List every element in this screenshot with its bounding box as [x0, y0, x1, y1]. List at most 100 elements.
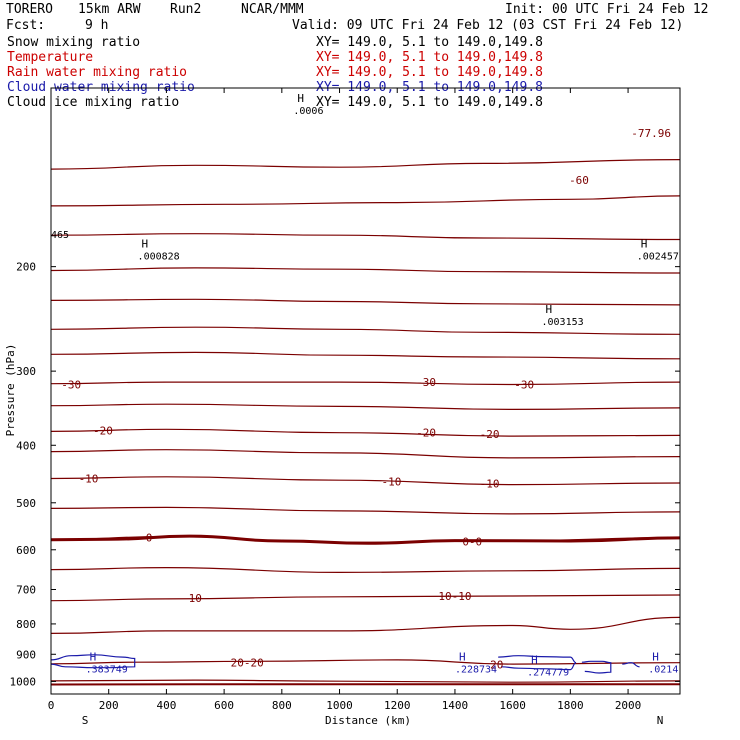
x-tick-label: 1000: [326, 699, 353, 712]
x-tick-label: 1600: [499, 699, 526, 712]
maximum-symbol: H: [641, 237, 648, 250]
isotherm-line: [50, 679, 681, 683]
contour-label: 20: [490, 658, 503, 671]
contour-label: -10: [382, 475, 402, 488]
y-axis-label: Pressure (hPa): [4, 344, 17, 437]
isotherm-line: [50, 566, 681, 574]
cloud-water-contours: [50, 654, 640, 674]
maxima-labels: H.000828H.0006H.003153H.002457465H.38374…: [51, 92, 679, 679]
legend-xy-0: XY= 149.0, 5.1 to 149.0,149.8: [316, 35, 543, 50]
fcst-label: Fcst:: [6, 18, 45, 33]
init-time: Init: 00 UTC Fri 24 Feb 12: [505, 2, 709, 17]
cloud-water-contour: [581, 660, 612, 674]
isotherm-line: [50, 298, 681, 306]
x-tick-label: 200: [99, 699, 119, 712]
isotherm-line: [50, 594, 681, 602]
maximum-value: .228734: [455, 664, 497, 675]
valid-time: Valid: 09 UTC Fri 24 Feb 12 (03 CST Fri …: [292, 18, 683, 33]
isotherm-line: [50, 506, 681, 515]
x-tick-label: 1800: [557, 699, 584, 712]
isotherm-line: [50, 476, 681, 486]
contour-label: -20: [416, 427, 436, 440]
maximum-value: .0214: [648, 664, 678, 675]
isotherm-line: [50, 403, 681, 411]
maximum-value: .002457: [637, 251, 679, 262]
y-tick-label: 400: [16, 439, 36, 452]
isotherm-line: [50, 267, 681, 274]
temperature-isotherms: [50, 159, 681, 686]
contour-label: 0: [146, 531, 153, 544]
y-tick-label: 1000: [10, 675, 37, 688]
contour-label: -10: [480, 478, 500, 491]
maximum-value: .0006: [293, 106, 323, 117]
x-tick-label: 2000: [615, 699, 642, 712]
isotherm-line: [50, 326, 681, 335]
contour-label: -30: [416, 376, 436, 389]
contour-label: 20-20: [231, 656, 264, 669]
contour-label: -77.96: [631, 127, 671, 140]
legend: Snow mixing ratio XY= 149.0, 5.1 to 149.…: [7, 35, 543, 110]
y-tick-label: 800: [16, 618, 36, 631]
y-tick-label: 700: [16, 584, 36, 597]
maximum-symbol: H: [459, 650, 466, 663]
contour-label: -10: [79, 472, 99, 485]
legend-name-1: Temperature: [7, 50, 93, 65]
contour-label: 10-10: [438, 590, 471, 603]
x-tick-label: 800: [272, 699, 292, 712]
contour-label: -20: [93, 425, 113, 438]
maximum-value: .274779: [527, 668, 569, 679]
cloud-water-contour: [498, 655, 577, 671]
maximum-value: .003153: [542, 317, 584, 328]
zero-isotherm-line: [50, 534, 681, 545]
run-label: Run2: [170, 2, 201, 17]
x-tick-label: 1400: [442, 699, 469, 712]
legend-xy-4: XY= 149.0, 5.1 to 149.0,149.8: [316, 95, 543, 110]
y-tick-label: 500: [16, 497, 36, 510]
contour-label: -60: [569, 174, 589, 187]
endpoint-north: N: [657, 714, 664, 727]
maximum-value: .000828: [138, 251, 180, 262]
legend-name-2: Rain water mixing ratio: [7, 65, 187, 80]
x-tick-label: 1200: [384, 699, 411, 712]
isotherm-line: [50, 616, 681, 634]
legend-name-4: Cloud ice mixing ratio: [7, 95, 179, 110]
plot-frame: [50, 87, 681, 695]
maximum-value: 465: [51, 230, 69, 241]
isotherm-line: [50, 233, 681, 241]
legend-name-0: Snow mixing ratio: [7, 35, 140, 50]
isotherm-line: [50, 659, 681, 665]
maximum-symbol: H: [546, 303, 553, 316]
maximum-value: .383749: [86, 664, 128, 675]
x-axis-label: Distance (km): [325, 714, 411, 727]
y-tick-label: 600: [16, 544, 36, 557]
model-name: TORERO: [6, 2, 53, 17]
endpoint-south: S: [82, 714, 89, 727]
y-tick-label: 200: [16, 261, 36, 274]
x-tick-label: 0: [48, 699, 55, 712]
model-resolution: 15km ARW: [78, 2, 141, 17]
x-tick-label: 600: [214, 699, 234, 712]
contour-label: -30: [61, 379, 81, 392]
contour-labels: -77.96 -60 -30 -30 -30 -20 -20 -20 -10 -10 -10 0 0-0…: [61, 127, 671, 672]
cloud-water-contour: [50, 654, 136, 669]
contour-label: 10: [189, 592, 202, 605]
legend-xy-1: XY= 149.0, 5.1 to 149.0,149.8: [316, 50, 543, 65]
isotherm-line: [50, 195, 681, 207]
maximum-symbol: H: [90, 650, 97, 663]
contour-label: -20: [480, 428, 500, 441]
cloud-water-contour: [622, 662, 640, 668]
isotherm-line: [50, 351, 681, 360]
header: TORERO 15km ARW Run2 NCAR/MMM Init: 00 U…: [6, 2, 709, 33]
isotherm-line: [50, 428, 681, 437]
y-tick-label: 900: [16, 648, 36, 661]
isotherm-line: [50, 381, 681, 386]
x-axis: 0 200 400 600 800 1000 1200 1400 1600 1800 2000: [48, 88, 642, 712]
maximum-symbol: H: [531, 654, 538, 667]
org-label: NCAR/MMM: [241, 2, 304, 17]
maximum-symbol: H: [652, 650, 659, 663]
fcst-value: 9 h: [85, 18, 108, 33]
x-tick-label: 400: [156, 699, 176, 712]
maximum-symbol: H: [297, 92, 304, 105]
